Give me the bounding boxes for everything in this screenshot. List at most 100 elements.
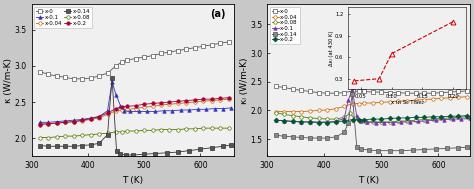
x-0.14 [54,145,60,147]
x-0.08 [370,121,375,123]
x-0.08 [347,112,353,115]
x-0.1 [433,119,438,121]
Line: x-0.14: x-0.14 [38,76,233,157]
x-0.1 [407,121,413,123]
x-0 [430,92,436,94]
x-0.1 [324,121,330,123]
x-0.04 [290,110,296,113]
x-0.04 [341,105,347,108]
x-0.04 [456,96,461,98]
x-0.08 [175,129,181,131]
x-0.08 [299,116,304,118]
x-0.1 [333,120,338,122]
x-0.14 [346,122,351,124]
x-0.2 [226,97,231,99]
x-0.08 [456,116,461,119]
x-0.04 [54,122,60,124]
x-0.04 [307,110,313,112]
x-0.04 [71,120,77,123]
x-0.04 [316,109,321,112]
x-0.14 [46,145,51,147]
x-0.04 [133,107,138,110]
x-0.2 [217,97,223,100]
x-0.04 [370,102,375,104]
x-0 [456,90,461,93]
x-0.2 [71,120,77,123]
x-0 [79,78,85,80]
x-0.14 [96,142,102,145]
x-0.1 [195,108,201,110]
x-0.2 [175,100,181,102]
x-0 [282,86,287,89]
x-0.08 [387,121,393,123]
x-0 [192,46,198,49]
x-0 [88,77,93,79]
x-0.08 [217,127,223,129]
x-0.14 [358,148,364,150]
x-0.14 [349,93,355,95]
x-0.08 [54,136,60,138]
x-0 [141,56,147,58]
x-0.1 [316,121,321,123]
x-0 [217,42,223,44]
x-0.08 [282,113,287,116]
Y-axis label: κₗ (W/m-K): κₗ (W/m-K) [240,57,249,104]
x-0.2 [447,115,453,117]
x-0.1 [122,110,128,112]
x-0.2 [299,121,304,123]
x-0.08 [316,117,321,120]
x-0.04 [63,121,68,123]
x-0.1 [63,120,68,122]
x-0.1 [161,110,167,112]
x-0.08 [167,129,173,131]
x-0.14 [282,135,287,137]
x-0.04 [430,98,436,100]
x-0.2 [158,102,164,104]
x-0.1 [212,107,218,110]
x-0.2 [273,119,279,121]
x-0.14 [228,144,234,146]
x-0.1 [273,119,279,121]
x-0.1 [153,110,158,113]
x-0.1 [307,121,313,123]
x-0.14 [186,149,192,152]
Line: x-0.04: x-0.04 [38,97,230,125]
x-0.14 [375,149,381,152]
x-0.1 [282,120,287,122]
x-0.04 [387,101,393,103]
x-0.2 [282,120,287,122]
x-0.08 [290,115,296,117]
x-0.2 [124,105,130,108]
x-0.08 [447,117,453,119]
x-0 [150,54,155,57]
x-0 [464,90,470,92]
Line: x-0.04: x-0.04 [274,95,469,113]
x-0.04 [447,97,453,99]
x-0.04 [413,99,419,101]
x-0.14 [307,137,313,139]
x-0.04 [396,100,401,102]
x-0.08 [46,136,51,139]
x-0.14 [387,149,393,152]
x-0.08 [209,127,215,129]
x-0.04 [209,99,215,102]
x-0 [201,45,206,47]
x-0.1 [88,117,93,119]
x-0.08 [37,136,43,139]
x-0.14 [209,147,215,149]
x-0 [175,50,181,52]
x-0 [341,91,347,94]
x-0.2 [413,116,419,119]
x-0.2 [396,117,401,119]
x-0.04 [150,105,155,108]
x-0.14 [79,144,85,147]
Line: x-0.1: x-0.1 [274,88,472,124]
x-0.14 [141,153,147,155]
x-0.14 [354,146,360,148]
x-0.08 [464,116,470,118]
x-0.08 [396,120,401,122]
x-0.2 [456,115,461,117]
x-0.04 [88,118,93,121]
x-0 [379,91,384,93]
x-0.2 [105,112,110,114]
